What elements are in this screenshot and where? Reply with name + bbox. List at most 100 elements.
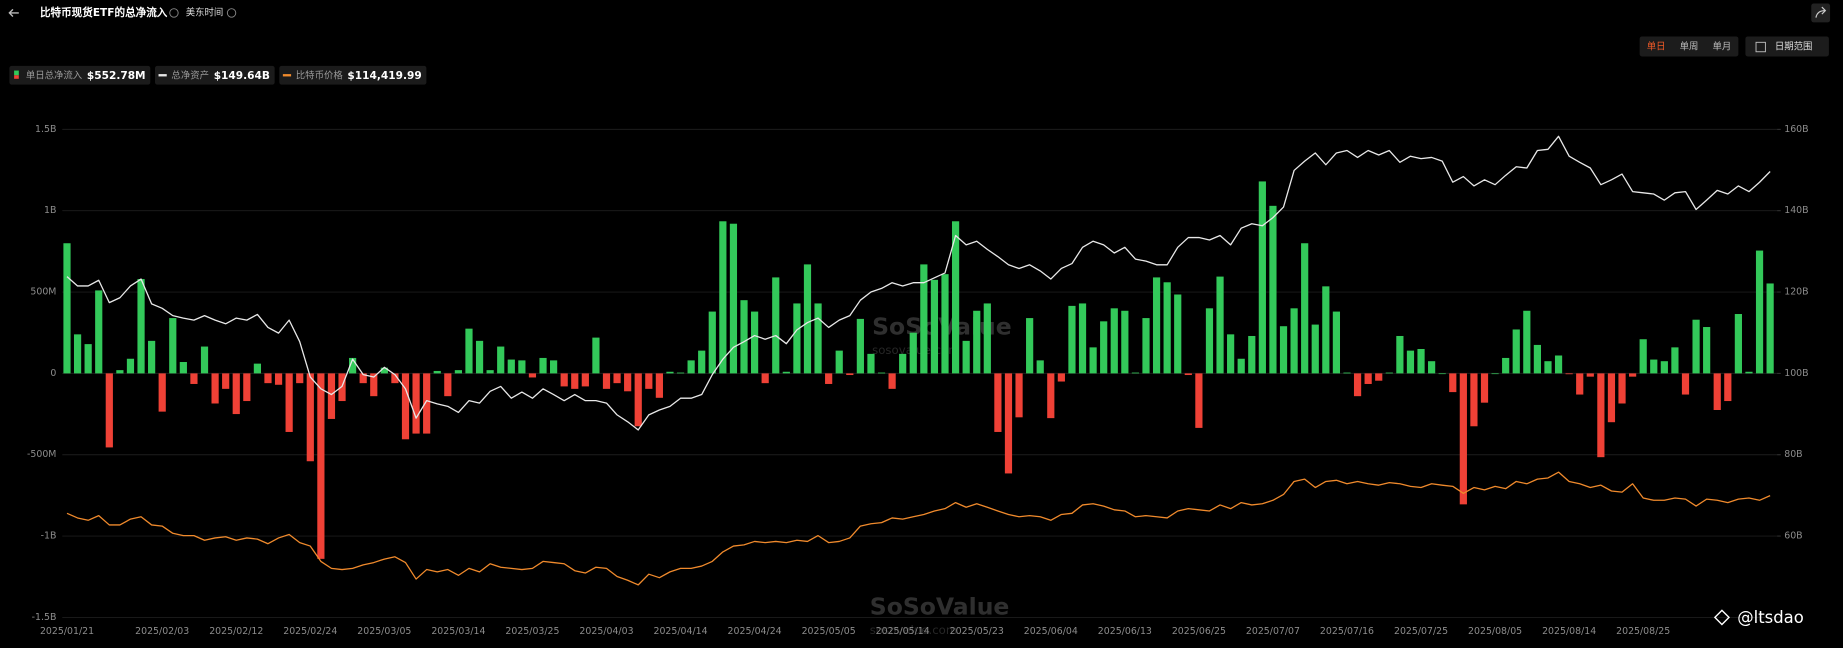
- bar: [1131, 372, 1140, 374]
- bar: [528, 373, 537, 378]
- bar: [698, 350, 706, 374]
- bar: [1174, 294, 1182, 374]
- y-tick-label: 0: [50, 368, 56, 379]
- plot: -1.5B -1B -500M 0 500M 1B 1.5B 60B 80B 100B 120B 14…: [27, 124, 1809, 637]
- bar: [190, 373, 198, 384]
- bar: [1713, 373, 1721, 410]
- bar: [274, 373, 283, 385]
- bar: [1258, 181, 1266, 374]
- bar: [909, 332, 917, 374]
- top-bar: 比特币现货ETF的总净流入 美东时间: [8, 3, 1831, 23]
- bar: [243, 373, 251, 402]
- x-tick-label: 2025/07/16: [1320, 626, 1374, 637]
- bar: [1078, 303, 1087, 374]
- bar: [793, 303, 801, 374]
- period-button[interactable]: 单日: [1647, 41, 1666, 53]
- overlay-logo: [1713, 609, 1730, 626]
- period-button[interactable]: 单周: [1680, 41, 1699, 53]
- bar: [1089, 347, 1097, 374]
- bar: [306, 373, 314, 462]
- bar: [1343, 372, 1351, 374]
- bar: [1755, 250, 1764, 374]
- y2-tick-label: 80B: [1784, 449, 1802, 460]
- x-tick-label: 2025/06/04: [1024, 626, 1078, 637]
- period-button[interactable]: 单月: [1713, 41, 1732, 53]
- y-tick-label: 1.5B: [35, 124, 56, 135]
- info-icon[interactable]: [169, 8, 179, 18]
- watermark: sosovalue.com: [870, 623, 958, 637]
- bar: [349, 357, 357, 374]
- page-title: 比特币现货ETF的总净流入: [40, 6, 168, 19]
- bar: [1364, 373, 1372, 384]
- bar: [613, 373, 621, 384]
- bar: [454, 370, 462, 374]
- bar: [1523, 310, 1531, 374]
- legend-item: 单日总净流入 $552.78M: [9, 65, 151, 85]
- bar: [1047, 373, 1055, 419]
- info-icon[interactable]: [226, 8, 237, 18]
- bar: [1385, 372, 1393, 374]
- bar: [1660, 361, 1668, 374]
- bar: [1428, 361, 1436, 374]
- x-tick-label: 2025/06/13: [1098, 626, 1152, 637]
- legend-chip: [9, 65, 151, 85]
- bar: [1227, 334, 1235, 374]
- bar: [126, 358, 135, 374]
- bar: [803, 264, 812, 374]
- bar: [1332, 311, 1341, 374]
- bar: [729, 223, 738, 374]
- y2-tick-label: 100B: [1784, 368, 1808, 379]
- date-range-label: 日期范围: [1775, 41, 1813, 53]
- x-tick-label: 2025/05/14: [876, 626, 930, 637]
- bar: [1480, 373, 1489, 403]
- bar: [719, 221, 727, 374]
- bar: [1237, 358, 1245, 374]
- bar: [814, 303, 822, 374]
- back-button[interactable]: [8, 8, 19, 17]
- bar: [1565, 373, 1573, 375]
- legend-value: $552.78M: [87, 70, 146, 82]
- bar: [1068, 305, 1076, 374]
- legend-item: 比特币价格 $114,419.99: [279, 65, 427, 85]
- legend-value: $114,419.99: [347, 70, 421, 82]
- y2-tick-label: 60B: [1784, 531, 1802, 542]
- legend-icon: [14, 70, 19, 76]
- y-tick-label: 500M: [30, 287, 56, 298]
- bar: [560, 373, 568, 387]
- line: [66, 135, 1771, 431]
- bar: [1290, 308, 1298, 374]
- bar: [1671, 347, 1679, 374]
- bar: [423, 373, 431, 434]
- bar: [1163, 282, 1171, 374]
- bar: [846, 373, 854, 376]
- x-tick-label: 2025/08/14: [1542, 626, 1596, 637]
- bar: [856, 318, 864, 374]
- bar: [941, 274, 949, 374]
- bar: [1396, 335, 1404, 374]
- bar: [994, 373, 1002, 432]
- date-range-button[interactable]: [1745, 36, 1829, 57]
- bar: [264, 373, 272, 384]
- bar: [1734, 314, 1742, 374]
- x-tick-label: 2025/02/03: [135, 626, 189, 637]
- legend-item: 总净资产 $149.64B: [154, 65, 275, 85]
- bar: [867, 353, 875, 374]
- bar: [1554, 355, 1563, 374]
- bar: [782, 371, 790, 374]
- bar: [1004, 373, 1013, 474]
- bar: [1449, 373, 1457, 393]
- bar: [475, 340, 484, 374]
- bar: [1607, 373, 1616, 423]
- overlay-handle: @ltsdao: [1737, 608, 1804, 627]
- bar: [740, 300, 748, 374]
- bar: [750, 311, 759, 374]
- period-controls: 单日 单周 单月 日期范围: [1639, 36, 1829, 57]
- legend-name: 总净资产: [171, 69, 209, 81]
- legend-name: 比特币价格: [296, 69, 344, 81]
- bar: [401, 373, 410, 440]
- bar: [1311, 324, 1319, 374]
- bar: [1438, 373, 1446, 375]
- share-button[interactable]: [1811, 3, 1831, 23]
- bar: [951, 221, 960, 374]
- bar: [687, 360, 695, 374]
